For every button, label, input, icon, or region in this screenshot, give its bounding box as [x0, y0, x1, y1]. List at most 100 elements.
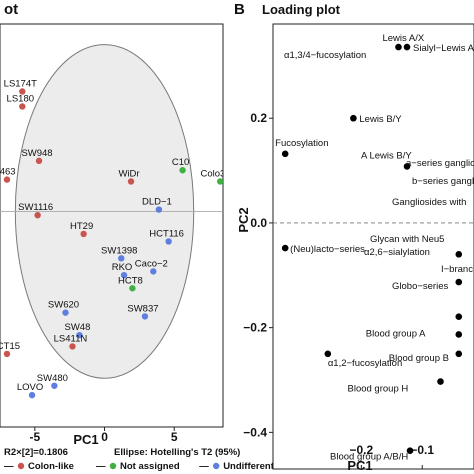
score-point-label: LS180	[7, 93, 34, 104]
loading-point-globo-series: Globo−series	[392, 281, 463, 320]
panel-letter: B	[234, 1, 245, 18]
score-point-caco-2: Caco−2	[135, 258, 168, 275]
score-point-hct15: HCT15	[0, 341, 20, 358]
loading-point-blood-group-a-b-h: Blood group A/B/H	[330, 447, 414, 463]
score-point-marker	[35, 157, 43, 165]
score-point-label: HCT116	[149, 228, 184, 239]
loading-x-tick-label: −0.1	[410, 443, 434, 457]
score-plot-panel: ot LS174T LS180 SW948 1463 WiDr C10 Colo320 SW1…	[0, 1, 296, 472]
score-point-label: RKO	[112, 262, 133, 273]
score-point-sw480: SW480	[37, 373, 68, 389]
score-point-marker	[19, 103, 26, 110]
score-point-marker	[155, 206, 163, 213]
loading-plot-panel: B Loading plot PC2 −0.4−0.20.00.2 −0.2 −0…	[234, 1, 474, 473]
score-point-marker	[34, 211, 41, 219]
score-point-marker	[51, 382, 58, 389]
loading-point-2-6-sialylation: α2,6−sialylation	[364, 247, 463, 286]
score-point-marker	[19, 88, 26, 95]
loading-point-label: Sialyl−Lewis A/X	[413, 43, 474, 54]
score-point-marker	[120, 271, 128, 279]
score-point-label: LS174T	[4, 78, 37, 89]
score-point-sw1116: SW1116	[18, 202, 53, 219]
legend-label: Not assigned	[120, 461, 180, 472]
score-point-ht29: HT29	[70, 221, 93, 238]
score-point-marker	[165, 238, 172, 245]
score-point-label: SW48	[65, 322, 91, 333]
loading-point-label: Lewis A/X	[382, 33, 424, 44]
loading-point-label: Fucosylation	[275, 138, 328, 149]
legend-marker-symbol: —	[96, 461, 106, 472]
loading-point-a-lewis-b-y: A Lewis B/Y	[361, 150, 412, 170]
loading-point-marker	[406, 447, 414, 454]
loading-point-blood-group-a: Blood group A	[366, 328, 463, 339]
loading-point-glycan-with-neu5: Glycan with Neu5	[370, 234, 463, 258]
score-points: LS174T LS180 SW948 1463 WiDr C10 Colo320 SW1116…	[0, 78, 223, 399]
score-point-label: HCT8	[118, 275, 143, 286]
score-point-label: Caco−2	[135, 258, 168, 269]
legend-item-undifferentiated: — Undifferentiated	[199, 461, 296, 472]
score-point-sw837: SW837	[127, 303, 159, 320]
score-point-lovo: LOVO	[17, 382, 43, 399]
loading-point-fucosylation: Fucosylation	[275, 138, 329, 158]
score-point-ls174t: LS174T	[4, 78, 37, 95]
score-point-label: SW1116	[18, 202, 53, 213]
loading-point-label: Lewis B/Y	[359, 114, 402, 125]
loading-point-marker	[281, 244, 289, 252]
score-x-tick-label: 0	[101, 430, 108, 444]
loading-point-label: A Lewis B/Y	[361, 150, 412, 161]
legend-item-not-assigned: — Not assigned	[96, 461, 180, 472]
legend-marker	[17, 462, 25, 470]
score-point-marker	[179, 167, 186, 174]
legend-marker	[109, 462, 117, 470]
score-plot-title: ot	[4, 1, 18, 18]
loading-y-tick-label: −0.4	[243, 425, 267, 439]
loading-point-label: Blood group A	[366, 328, 426, 339]
loading-point-lewis-a-x: Lewis A/X	[382, 33, 425, 51]
score-point-label: SW948	[21, 148, 52, 159]
loading-point-label: Glycan with Neu5	[370, 234, 444, 245]
loading-point-label: Blood group B	[389, 353, 449, 364]
score-point-sw48: SW48	[65, 322, 91, 339]
score-point-marker	[127, 178, 135, 185]
loading-point-label: α1,3/4−fucosylation	[284, 50, 366, 61]
loading-point-b-series-ganglio: b−series ganglio	[412, 176, 474, 187]
loading-point-label: (Neu)lacto−series	[290, 244, 365, 255]
score-point-rko: RKO	[112, 262, 133, 279]
score-point-sw948: SW948	[21, 148, 53, 165]
score-point-hct8: HCT8	[118, 275, 143, 292]
score-point-marker	[217, 178, 223, 185]
score-point-marker	[62, 309, 69, 316]
loading-plot-title: Loading plot	[262, 2, 341, 17]
score-point-ls180: LS180	[7, 93, 34, 110]
r2-label: R2×[2]=0.1806	[4, 447, 68, 458]
score-point-c10: C10	[172, 157, 189, 174]
score-point-label: LOVO	[17, 382, 43, 393]
loading-y-axis-ticks: −0.4 −0.2 0.0 0.2	[243, 111, 273, 439]
loading-point-marker	[455, 331, 463, 338]
score-point-marker	[118, 255, 125, 262]
loading-point-marker	[403, 43, 411, 51]
score-point-label: SW1398	[101, 245, 137, 256]
loading-point-label: α2,6−sialylation	[364, 247, 430, 258]
score-point-label: SW837	[127, 303, 158, 314]
loading-x-axis-label: PC1	[347, 458, 372, 473]
score-point-1463: 1463	[0, 167, 16, 183]
legend-label: Colon-like	[28, 461, 74, 472]
loading-point-marker	[395, 43, 402, 51]
ellipse-label: Ellipse: Hotelling's T2 (95%)	[114, 447, 240, 458]
loading-point-label: I−branc	[441, 264, 473, 275]
loading-point-marker	[350, 114, 357, 122]
legend-item-colon-like: — Colon-like	[4, 461, 74, 472]
score-point-label: HCT15	[0, 341, 20, 352]
score-point-label: WiDr	[118, 168, 139, 179]
legend-marker-symbol: —	[199, 461, 209, 472]
score-point-marker	[69, 343, 76, 350]
loading-point-label: α1,2−fucosylation	[328, 358, 402, 369]
score-x-axis-label: PC1	[73, 432, 98, 447]
score-point-marker	[3, 350, 11, 358]
legend-label: Undifferentiated	[223, 461, 296, 472]
score-point-label: LS411N	[54, 333, 88, 344]
loading-point-gangliosides-with: Gangliosides with	[392, 197, 466, 208]
